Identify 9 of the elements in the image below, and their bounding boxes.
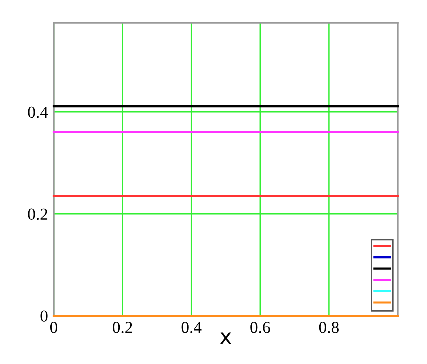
x-axis-title: x [220, 332, 232, 344]
y-tick-label: 0 [40, 310, 48, 322]
y-tick-label: 0.2 [28, 208, 48, 220]
x-tick-label: 0.2 [113, 322, 132, 334]
x-tick-label: 0.8 [319, 322, 339, 334]
y-tick-label: 0.4 [28, 106, 48, 118]
x-tick-label: 0 [50, 322, 58, 334]
x-tick-label: 0.4 [182, 322, 202, 334]
x-tick-label: 0.6 [250, 322, 270, 334]
